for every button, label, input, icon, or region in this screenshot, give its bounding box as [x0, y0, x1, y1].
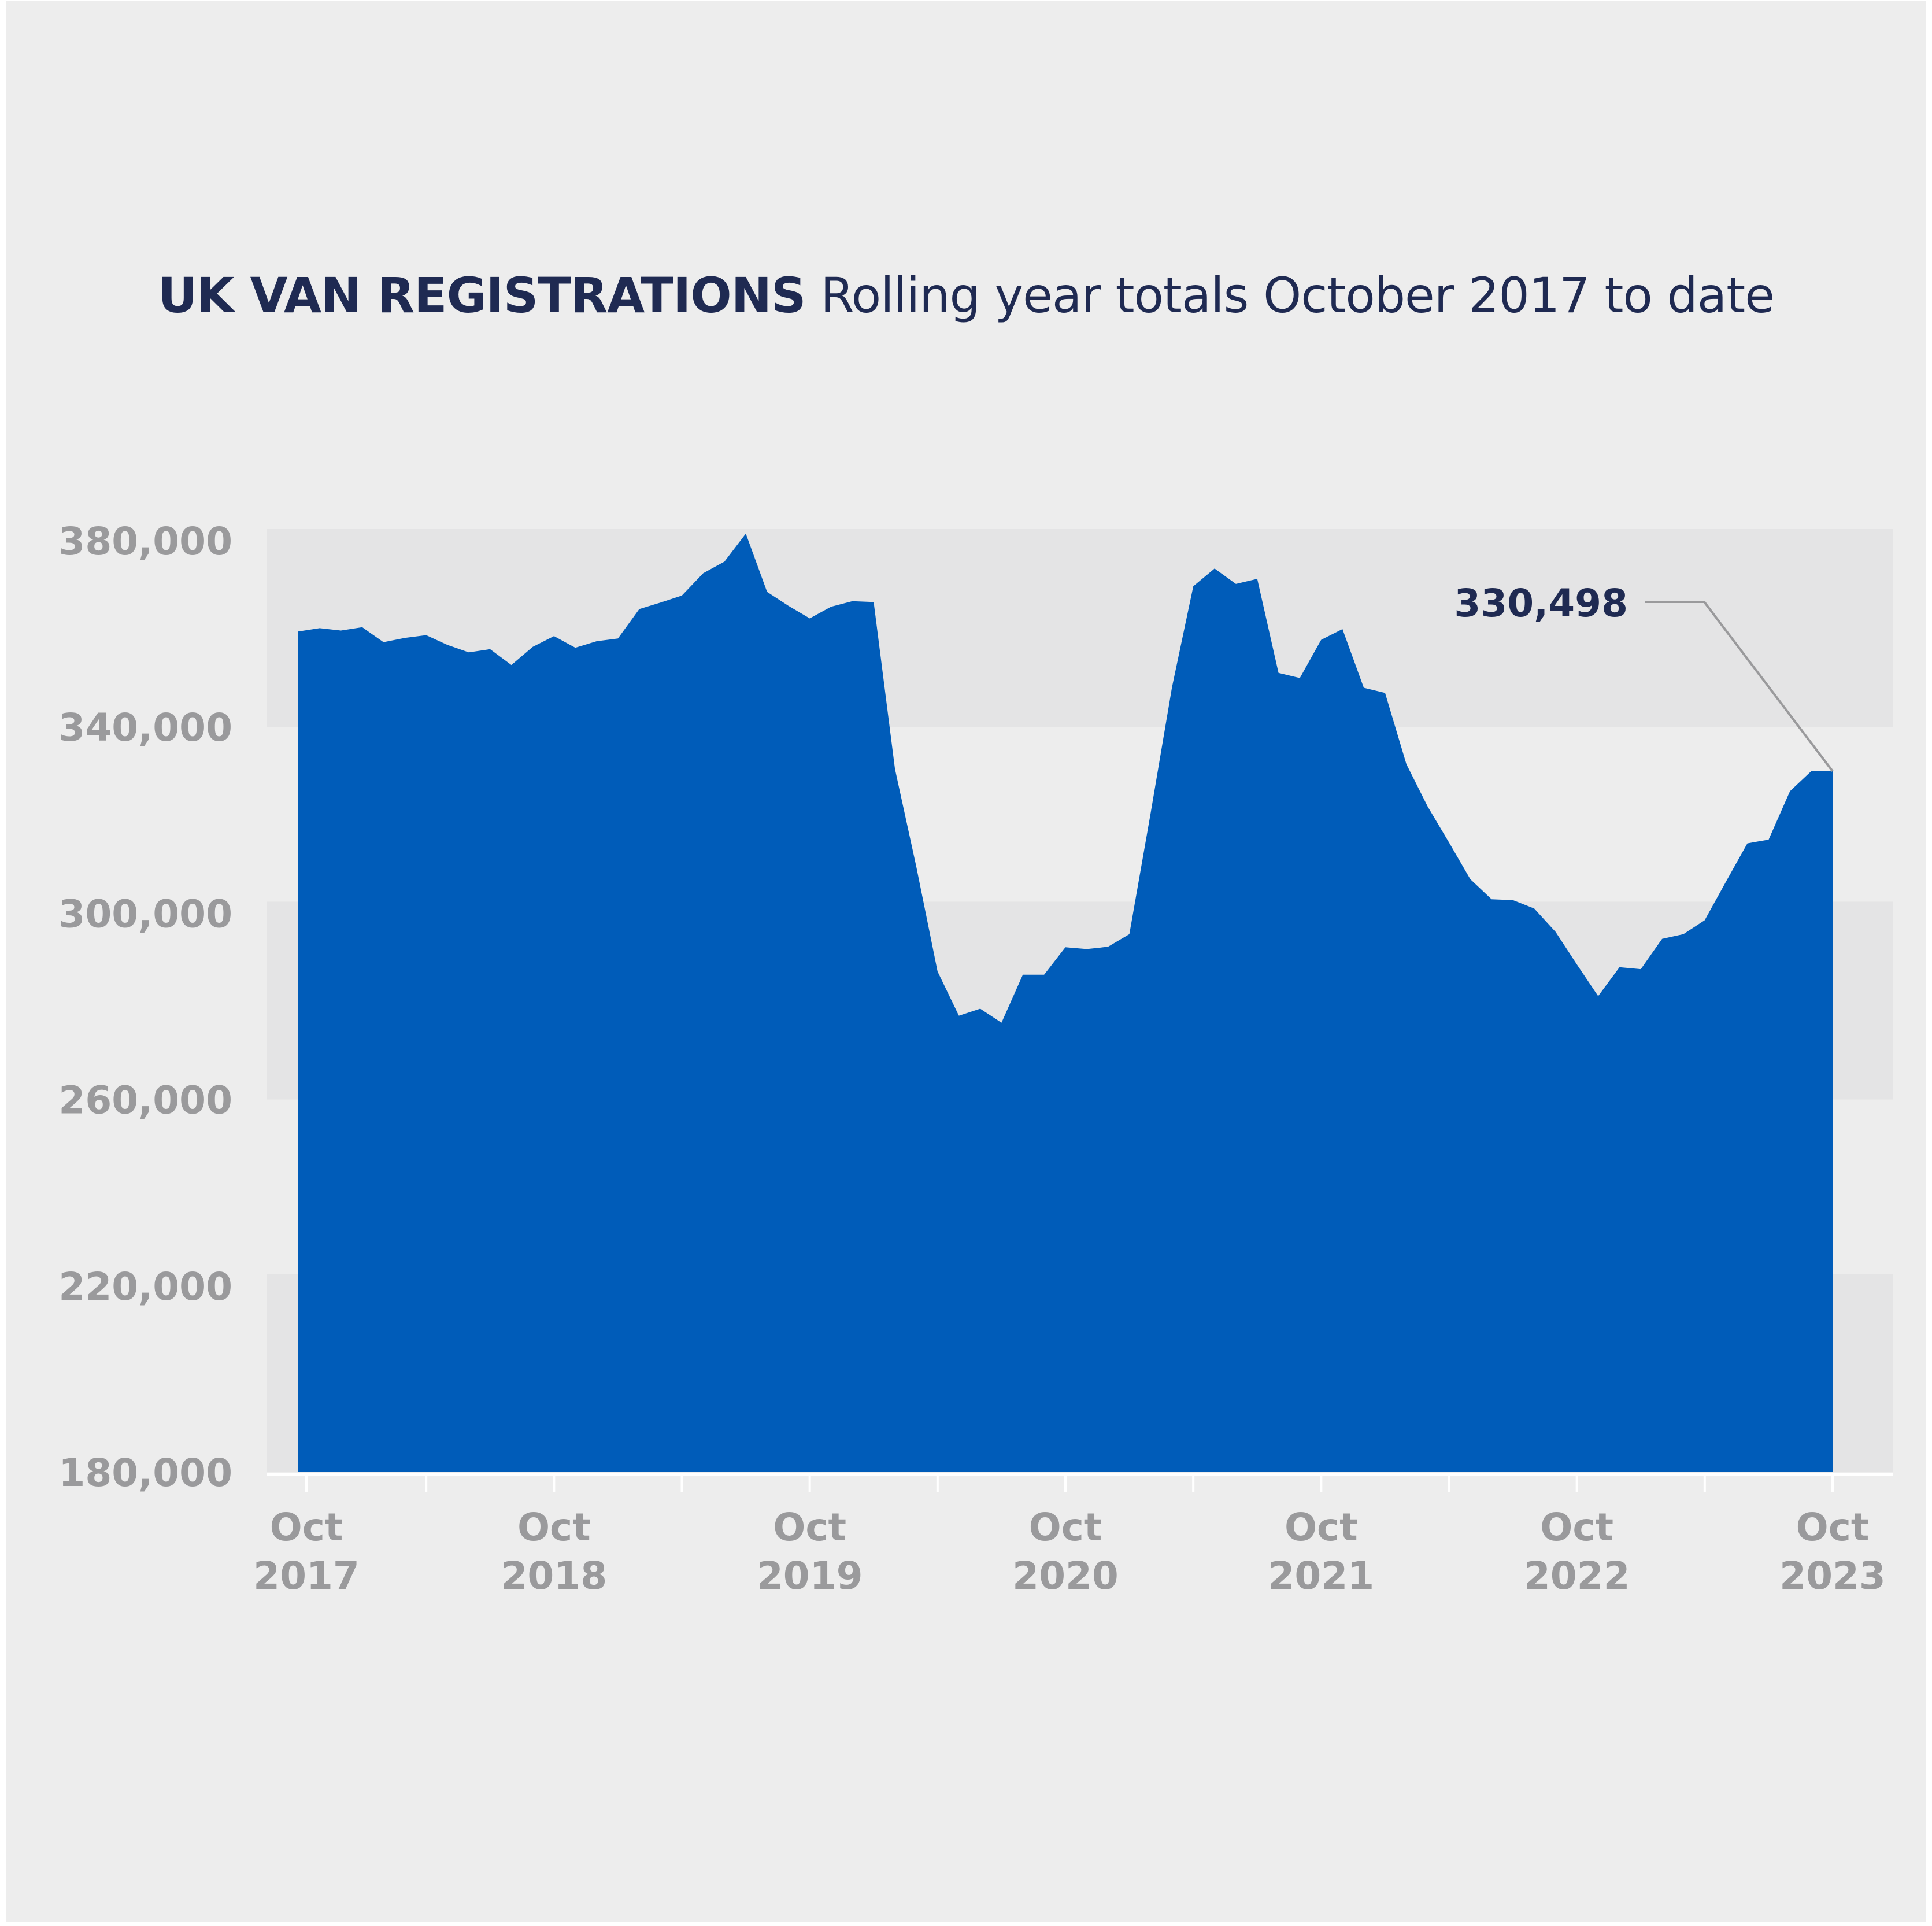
x-tick-label-month: Oct — [1285, 1505, 1358, 1550]
x-tick-label-year: 2023 — [1779, 1554, 1886, 1598]
annotation-leader-line — [1645, 601, 1834, 772]
x-tick-label-month: Oct — [1540, 1505, 1613, 1550]
x-tick-label-year: 2021 — [1268, 1554, 1374, 1598]
y-tick-label: 300,000 — [58, 892, 232, 936]
annotation-label: 330,498 — [1454, 581, 1628, 626]
x-tick-label-year: 2019 — [757, 1554, 863, 1598]
y-tick-label: 260,000 — [58, 1078, 232, 1123]
x-tick-label-year: 2017 — [253, 1554, 360, 1598]
y-tick-label: 380,000 — [58, 519, 232, 564]
chart-subtitle: Rolling year totals October 2017 to date — [820, 267, 1775, 324]
chart-title: UK VAN REGISTRATIONS — [158, 267, 806, 324]
x-tick-label-year: 2020 — [1012, 1554, 1119, 1598]
x-tick-label-month: Oct — [773, 1505, 846, 1550]
chart-heading: UK VAN REGISTRATIONS Rolling year totals… — [0, 267, 1932, 324]
x-tick-label-month: Oct — [517, 1505, 591, 1550]
y-axis-tick-labels: 380,000 340,000 300,000 260,000 220,000 180,0… — [58, 519, 232, 1495]
value-annotation: 330,498 — [1454, 581, 1834, 772]
x-tick-label-month: Oct — [1029, 1505, 1102, 1550]
x-tick-label-month: Oct — [270, 1505, 343, 1550]
x-axis-tick-labels: Oct2017Oct2018Oct2019Oct2020Oct2021Oct20… — [253, 1505, 1886, 1598]
x-tick-label-year: 2018 — [501, 1554, 607, 1598]
area-series — [298, 533, 1833, 1472]
y-tick-label: 180,000 — [58, 1451, 232, 1495]
y-tick-label: 220,000 — [58, 1265, 232, 1309]
x-tick-label-year: 2022 — [1524, 1554, 1630, 1598]
x-axis — [267, 1473, 1893, 1492]
y-tick-label: 340,000 — [58, 705, 232, 750]
x-tick-label-month: Oct — [1796, 1505, 1870, 1550]
